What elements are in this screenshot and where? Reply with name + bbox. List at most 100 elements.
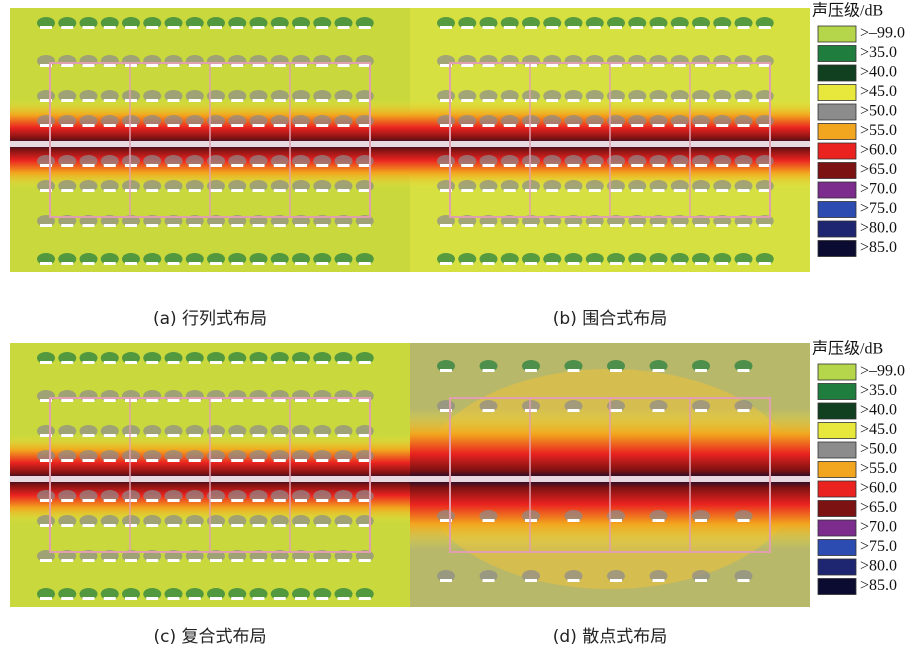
building (482, 64, 495, 67)
building (737, 26, 750, 29)
building (103, 224, 116, 227)
building (737, 189, 750, 192)
building (61, 459, 74, 462)
legend-label: >–99.0 (860, 25, 905, 42)
building (758, 164, 771, 167)
building (673, 164, 686, 167)
building (567, 224, 580, 227)
building (40, 164, 52, 167)
building (440, 262, 452, 265)
building (525, 409, 537, 412)
building (167, 99, 180, 102)
building (358, 399, 371, 402)
building (482, 369, 495, 372)
building (252, 524, 265, 527)
building (652, 369, 665, 372)
building (482, 579, 495, 582)
building (758, 124, 771, 127)
building (146, 99, 159, 102)
building (40, 434, 52, 437)
building (188, 189, 201, 192)
building (167, 64, 180, 67)
building (295, 434, 307, 437)
legend-label: >65.0 (860, 499, 897, 516)
building (316, 559, 329, 562)
building (610, 224, 622, 227)
legend-swatch (817, 539, 857, 556)
building (125, 26, 137, 29)
building (695, 224, 707, 227)
building (231, 262, 244, 265)
building (167, 524, 180, 527)
building (461, 26, 474, 29)
building (316, 434, 329, 437)
building (40, 361, 52, 364)
building (40, 64, 52, 67)
building (188, 64, 201, 67)
building (167, 434, 180, 437)
panel-caption: (b) 围合式布局 (553, 309, 667, 329)
building (503, 64, 516, 67)
building (567, 262, 580, 265)
legend-label: >80.0 (860, 220, 897, 237)
building (273, 124, 286, 127)
building (503, 164, 516, 167)
building (210, 189, 222, 192)
building (440, 224, 452, 227)
building (40, 189, 52, 192)
building (758, 189, 771, 192)
building (82, 224, 95, 227)
building (737, 369, 750, 372)
building (567, 189, 580, 192)
building (295, 361, 307, 364)
building (695, 519, 707, 522)
building (358, 434, 371, 437)
building (631, 99, 644, 102)
building (188, 434, 201, 437)
legend-label: >55.0 (860, 460, 897, 477)
building (40, 459, 52, 462)
building (525, 519, 537, 522)
building (337, 124, 350, 127)
building (61, 262, 74, 265)
building (631, 64, 644, 67)
building (525, 189, 537, 192)
building (210, 262, 222, 265)
building (695, 164, 707, 167)
building (82, 559, 95, 562)
building (546, 99, 559, 102)
building (167, 499, 180, 502)
building (231, 597, 244, 600)
building (546, 224, 559, 227)
building (125, 224, 137, 227)
building (716, 224, 729, 227)
building (40, 524, 52, 527)
building (503, 26, 516, 29)
building (673, 262, 686, 265)
panel-caption: (c) 复合式布局 (153, 627, 266, 647)
building (567, 409, 580, 412)
building (252, 597, 265, 600)
building (61, 559, 74, 562)
building (652, 26, 665, 29)
legend-label: >35.0 (860, 44, 897, 61)
building (440, 64, 452, 67)
building (461, 189, 474, 192)
building (231, 124, 244, 127)
building (82, 361, 95, 364)
building (231, 434, 244, 437)
building (358, 499, 371, 502)
building (567, 519, 580, 522)
legend-title: 声压级/dB (812, 340, 883, 358)
building (146, 499, 159, 502)
legend-label: >40.0 (860, 402, 897, 419)
building (482, 224, 495, 227)
building (440, 519, 452, 522)
building (146, 124, 159, 127)
building (273, 524, 286, 527)
building (316, 99, 329, 102)
building (440, 99, 452, 102)
building (716, 262, 729, 265)
building (188, 164, 201, 167)
building (567, 579, 580, 582)
